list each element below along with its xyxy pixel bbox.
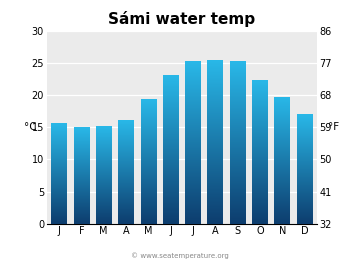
Title: Sámi water temp: Sámi water temp <box>108 11 255 27</box>
Y-axis label: °C: °C <box>24 122 36 132</box>
Text: © www.seatemperature.org: © www.seatemperature.org <box>131 252 229 259</box>
Y-axis label: °F: °F <box>328 122 339 132</box>
